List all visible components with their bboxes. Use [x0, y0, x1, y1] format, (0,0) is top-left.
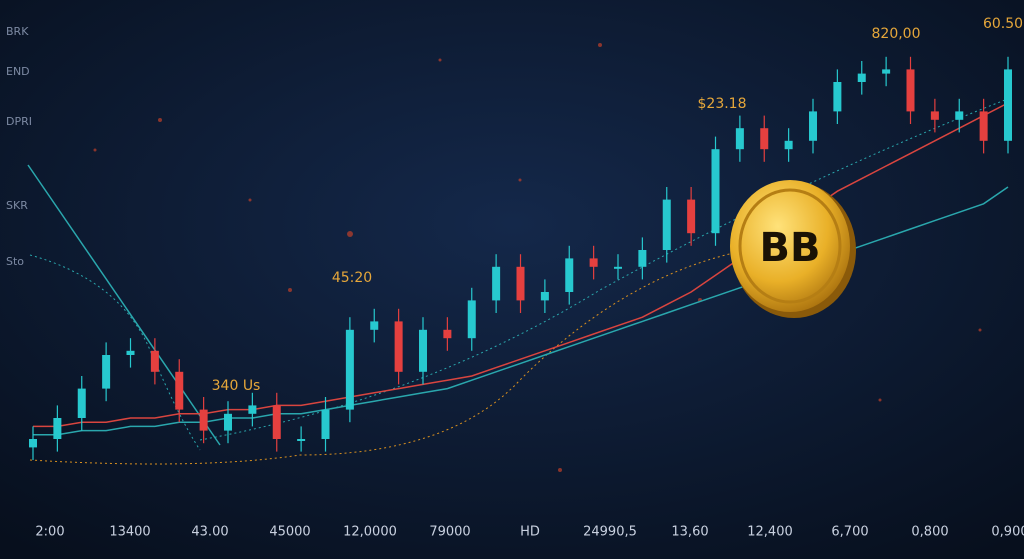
annotation: 340 Us — [212, 378, 261, 394]
candle-body — [370, 321, 379, 330]
candle-body — [394, 321, 403, 372]
candle-body — [77, 388, 86, 418]
coin: BB — [730, 180, 856, 318]
x-tick-label: 13,60 — [671, 525, 708, 540]
candle-body — [760, 128, 769, 150]
candle-body — [224, 413, 232, 431]
candle-body — [175, 371, 184, 410]
side-label: END — [6, 65, 30, 78]
x-tick-label: 2:00 — [35, 525, 64, 540]
x-tick-label: HD — [520, 525, 540, 540]
x-tick-label: 13400 — [109, 525, 150, 540]
candle-body — [199, 409, 208, 431]
candle-body — [248, 405, 257, 414]
candle-body — [979, 111, 988, 141]
x-tick-label: 12,400 — [747, 525, 793, 540]
candle-body — [345, 329, 354, 410]
x-tick-label: 79000 — [429, 525, 470, 540]
side-label: DPRI — [6, 115, 32, 128]
x-tick-label: 43.00 — [191, 525, 228, 540]
annotation: 820,00 — [872, 26, 921, 42]
candle-body — [857, 73, 866, 82]
candle-body — [662, 199, 671, 250]
candle-body — [833, 82, 842, 112]
candle-body — [638, 250, 647, 267]
particles — [93, 43, 982, 472]
annotation: 45:20 — [332, 270, 372, 286]
candle-body — [565, 258, 574, 292]
annotation: 60.50 — [983, 16, 1023, 32]
candle-body — [687, 199, 696, 234]
x-tick-label: 0,800 — [911, 525, 948, 540]
side-label: SKR — [6, 199, 28, 212]
candle-body — [102, 355, 111, 389]
ma-line — [33, 102, 1009, 428]
candle-body — [53, 418, 62, 439]
candle-body — [735, 128, 744, 150]
candle-body — [272, 405, 281, 439]
candle-body — [955, 111, 964, 120]
candle-body — [809, 111, 817, 141]
candle-body — [784, 140, 793, 150]
candle-body — [1004, 69, 1012, 141]
candle-body — [467, 300, 476, 339]
candle-body — [443, 329, 452, 339]
candle-body — [614, 266, 622, 269]
candle-body — [297, 439, 306, 441]
x-tick-label: 12,0000 — [343, 525, 397, 540]
side-label: BRK — [6, 25, 29, 38]
candle-body — [419, 329, 427, 372]
coin-text: BB — [760, 225, 821, 271]
candle-body — [711, 149, 720, 234]
candle-body — [906, 69, 915, 112]
x-tick-label: 0,900 — [991, 525, 1024, 540]
annotation: $23.18 — [698, 96, 747, 112]
x-tick-label: 6,700 — [831, 525, 868, 540]
candle-body — [516, 266, 525, 301]
candle-body — [126, 350, 135, 355]
trend-line — [27, 164, 221, 446]
candle-body — [930, 111, 939, 120]
candle-body — [540, 292, 549, 301]
x-tick-label: 24990,5 — [583, 525, 637, 540]
candle-body — [882, 69, 891, 74]
dotted-line — [29, 254, 201, 451]
candle-body — [492, 266, 501, 301]
x-tick-label: 45000 — [269, 525, 310, 540]
candle-body — [321, 409, 330, 439]
candle-body — [29, 439, 37, 448]
candle-body — [150, 350, 159, 372]
candle-body — [589, 258, 598, 267]
side-label: Sto — [6, 255, 24, 268]
